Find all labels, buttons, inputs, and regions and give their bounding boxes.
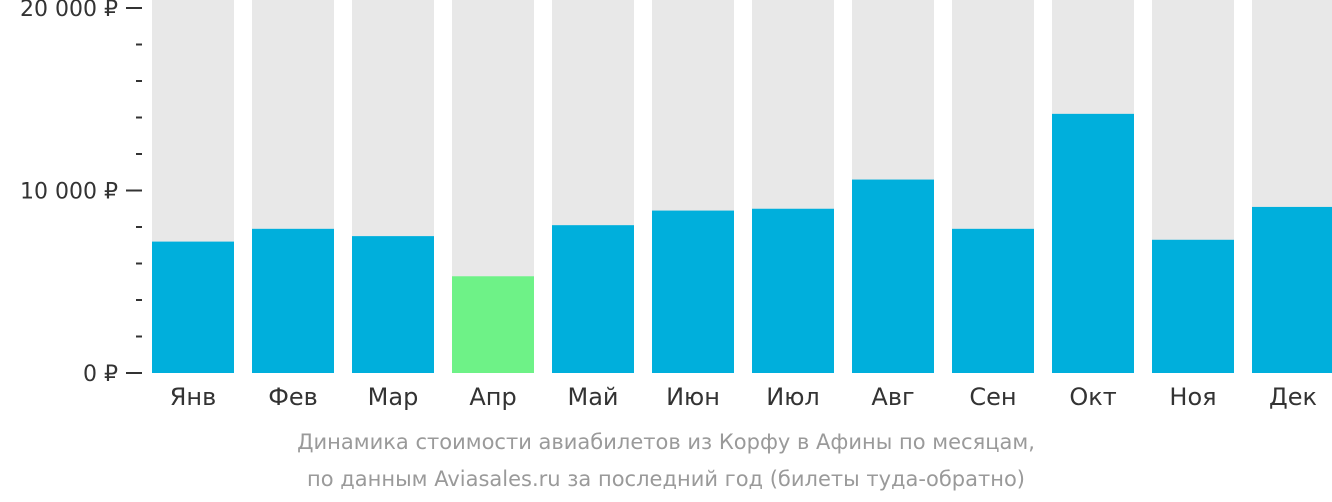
y-axis: 0 ₽ 10 000 ₽ 20 000 ₽ xyxy=(20,0,142,387)
x-tick-label: Июл xyxy=(766,383,820,411)
data-bars xyxy=(152,113,1332,373)
chart-caption-line-1: Динамика стоимости авиабилетов из Корфу … xyxy=(297,430,1035,454)
bar xyxy=(252,228,334,373)
y-tick-label: 20 000 ₽ xyxy=(20,0,118,22)
bar xyxy=(352,236,434,373)
x-tick-label: Дек xyxy=(1269,383,1317,411)
bar xyxy=(1052,113,1134,373)
bar xyxy=(1152,239,1234,373)
bar xyxy=(152,241,234,373)
bar xyxy=(652,210,734,373)
x-tick-label: Мар xyxy=(368,383,419,411)
bar xyxy=(852,179,934,373)
x-tick-label: Май xyxy=(567,383,618,411)
bar xyxy=(552,225,634,373)
y-tick-label: 10 000 ₽ xyxy=(20,180,118,205)
bar xyxy=(952,228,1034,373)
bar xyxy=(752,208,834,373)
x-tick-label: Окт xyxy=(1069,383,1116,411)
bar-cheapest xyxy=(452,276,534,373)
x-tick-label: Авг xyxy=(871,383,914,411)
x-tick-label: Сен xyxy=(969,383,1016,411)
x-tick-label: Июн xyxy=(666,383,720,411)
x-tick-label: Фев xyxy=(268,383,318,411)
y-tick-label: 0 ₽ xyxy=(83,362,118,387)
x-axis: Янв Фев Мар Апр Май Июн Июл Авг Сен Окт Ноя Дек xyxy=(170,383,1317,411)
x-tick-label: Янв xyxy=(170,383,217,411)
x-tick-label: Апр xyxy=(469,383,516,411)
chart-caption-line-2: по данным Aviasales.ru за последний год … xyxy=(307,467,1025,491)
x-tick-label: Ноя xyxy=(1169,383,1216,411)
bar xyxy=(1252,206,1332,373)
